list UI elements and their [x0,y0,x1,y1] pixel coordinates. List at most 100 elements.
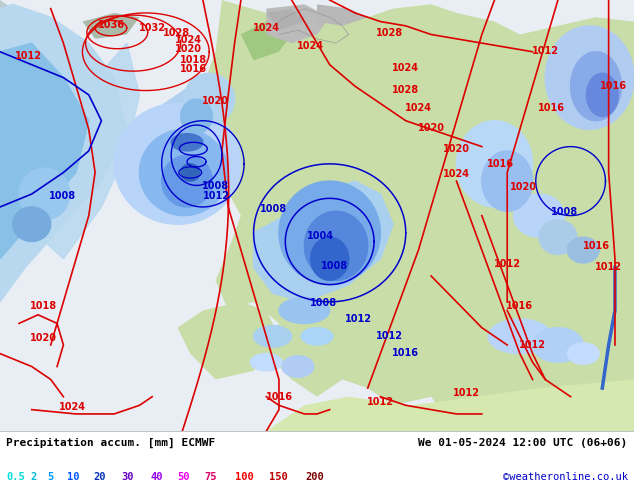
Text: 1020: 1020 [418,123,444,133]
Polygon shape [456,121,533,207]
Polygon shape [266,4,330,43]
Text: 1016: 1016 [392,348,419,358]
Text: 1012: 1012 [204,191,230,201]
Polygon shape [254,325,292,347]
Polygon shape [482,151,533,211]
Text: ©weatheronline.co.uk: ©weatheronline.co.uk [503,472,628,482]
Text: 1024: 1024 [392,63,419,73]
Text: 1024: 1024 [297,41,324,51]
Text: 1036: 1036 [98,20,124,30]
Text: 1008: 1008 [49,191,75,201]
Text: 1008: 1008 [551,207,578,217]
Text: 1004: 1004 [307,231,333,241]
Polygon shape [139,129,228,216]
Polygon shape [567,237,599,263]
Polygon shape [539,220,577,254]
Polygon shape [0,43,139,259]
Polygon shape [567,343,599,365]
Polygon shape [586,74,618,117]
Text: 1016: 1016 [180,64,207,74]
Text: 1020: 1020 [176,44,202,54]
Polygon shape [0,60,38,112]
Polygon shape [0,0,51,65]
Text: 1012: 1012 [346,314,372,324]
Text: 0.5: 0.5 [6,472,25,482]
Text: 1012: 1012 [532,46,559,56]
Polygon shape [311,237,349,280]
Text: 30: 30 [122,472,134,482]
Text: 1028: 1028 [392,85,419,95]
Polygon shape [266,9,304,30]
Text: 1032: 1032 [139,23,165,33]
Text: 1008: 1008 [261,204,287,214]
Polygon shape [241,17,304,60]
Text: 1016: 1016 [488,159,514,169]
Polygon shape [82,13,139,39]
Polygon shape [514,194,564,237]
Text: 1024: 1024 [60,402,86,413]
Text: 1020: 1020 [510,182,537,192]
Text: 1018: 1018 [180,54,207,65]
Polygon shape [254,181,393,302]
Text: 1008: 1008 [321,262,348,271]
Polygon shape [0,17,63,86]
Polygon shape [279,181,380,285]
Text: 1016: 1016 [538,103,565,113]
Polygon shape [488,319,552,354]
Text: 1024: 1024 [405,103,432,113]
Text: 1012: 1012 [453,388,479,398]
Text: 1024: 1024 [443,169,470,179]
Text: We 01-05-2024 12:00 UTC (06+06): We 01-05-2024 12:00 UTC (06+06) [418,438,628,448]
Polygon shape [19,168,70,220]
Text: 150: 150 [269,472,288,482]
Text: 1016: 1016 [583,241,609,251]
Polygon shape [301,328,333,345]
Polygon shape [181,99,212,134]
Text: 50: 50 [177,472,190,482]
Polygon shape [0,43,89,259]
Text: 5: 5 [48,472,54,482]
Text: 1016: 1016 [266,392,292,402]
Polygon shape [317,4,368,26]
Polygon shape [187,99,203,125]
Polygon shape [127,77,228,190]
Polygon shape [171,134,203,151]
Text: 100: 100 [235,472,254,482]
Polygon shape [114,103,241,224]
Polygon shape [162,155,212,207]
Text: 1028: 1028 [377,28,403,38]
Polygon shape [0,4,127,302]
Polygon shape [533,328,583,362]
Text: 200: 200 [306,472,325,482]
Text: 1012: 1012 [15,51,42,61]
Text: 75: 75 [204,472,217,482]
Text: 1020: 1020 [202,97,229,106]
Text: 1008: 1008 [202,181,229,191]
Polygon shape [571,52,621,121]
Polygon shape [279,297,330,323]
Text: 1016: 1016 [600,81,627,91]
Text: 1018: 1018 [30,301,56,311]
Polygon shape [178,302,279,379]
Polygon shape [181,164,200,181]
Polygon shape [203,77,219,117]
Text: 1012: 1012 [367,397,394,407]
Text: 1012: 1012 [494,259,521,269]
Polygon shape [13,207,51,242]
Text: 1012: 1012 [376,331,403,342]
Polygon shape [545,26,634,129]
Text: 2: 2 [30,472,37,482]
Text: 1028: 1028 [163,28,190,38]
Text: Precipitation accum. [mm] ECMWF: Precipitation accum. [mm] ECMWF [6,438,216,448]
Polygon shape [184,74,235,125]
Text: 1008: 1008 [310,298,337,308]
Text: 20: 20 [93,472,106,482]
Polygon shape [250,354,282,371]
Text: 40: 40 [150,472,163,482]
Polygon shape [304,211,368,280]
Text: 1020: 1020 [30,334,56,343]
Polygon shape [282,356,314,377]
Text: 1024: 1024 [253,23,280,33]
Text: 1012: 1012 [519,340,546,350]
Text: 1024: 1024 [176,35,202,45]
